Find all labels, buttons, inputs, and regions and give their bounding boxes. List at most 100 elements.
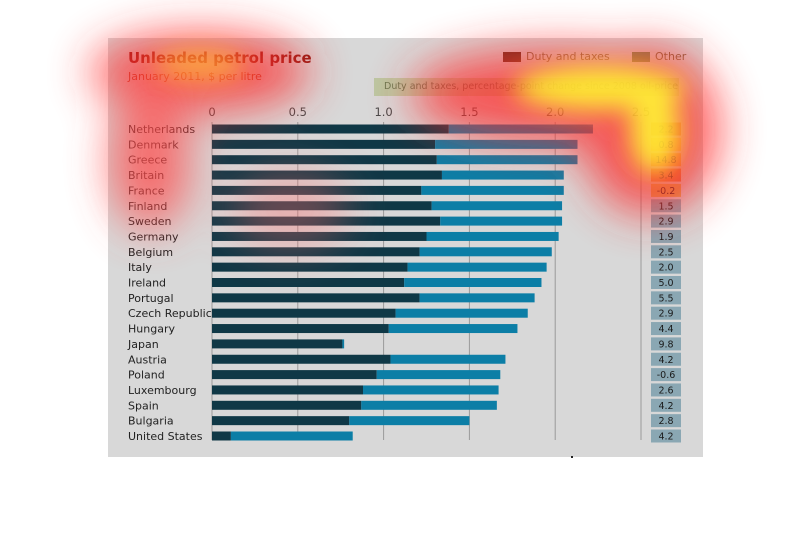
right-value-box-10 [651, 276, 681, 289]
category-label-16: Poland [128, 369, 165, 382]
bar-other-15 [390, 354, 506, 364]
bar-other-19 [349, 416, 470, 426]
bar-duty-15 [212, 354, 391, 364]
category-label-19: Bulgaria [128, 415, 174, 428]
bar-other-14 [342, 339, 345, 349]
bar-duty-13 [212, 324, 389, 334]
right-value-15: 4.2 [658, 355, 673, 366]
x-tick-label-4: 2.0 [546, 105, 564, 119]
bar-duty-10 [212, 278, 405, 287]
x-tick-labels: 0 0.5 1.0 1.5 2.0 2.5 [208, 105, 650, 119]
right-value-box-18 [651, 398, 681, 412]
bar-duty-11 [212, 293, 420, 303]
right-value-8: 2.5 [658, 247, 673, 258]
bar-duty-12 [212, 308, 396, 318]
bar-duty-4 [212, 185, 422, 195]
right-value-6: 2.9 [658, 217, 673, 228]
right-value-5: 1.5 [658, 201, 673, 212]
category-label-3: Britain [128, 169, 164, 182]
right-value-box-16 [651, 368, 681, 382]
category-label-2: Greece [128, 154, 167, 167]
bar-duty-9 [212, 262, 408, 272]
bar-other-13 [388, 324, 518, 334]
right-value-box-8 [651, 245, 681, 259]
right-value-16: -0.6 [657, 370, 676, 381]
category-label-0: Netherlands [128, 123, 195, 136]
category-label-10: Ireland [128, 277, 166, 290]
bar-duty-17 [212, 385, 364, 395]
right-value-box-20 [651, 429, 681, 443]
category-label-9: Italy [128, 261, 152, 274]
right-value-17: 2.6 [658, 385, 673, 396]
category-label-20: United States [128, 430, 203, 443]
right-value-box-6 [651, 214, 681, 228]
bars [212, 124, 593, 441]
x-tick-label-2: 1.0 [374, 105, 392, 119]
right-value-13: 4.4 [658, 324, 673, 335]
category-label-1: Denmark [128, 138, 179, 151]
category-label-5: Finland [128, 200, 167, 213]
right-value-11: 5.5 [658, 293, 673, 304]
bar-other-1 [435, 139, 578, 149]
category-labels: Netherlands Denmark Greece Britain France Fin… [127, 123, 212, 443]
right-value-9: 2.0 [658, 263, 673, 274]
right-value-19: 2.8 [658, 416, 673, 427]
right-value-14: 9.8 [658, 339, 673, 350]
right-value-18: 4.2 [658, 401, 673, 412]
bar-duty-19 [212, 416, 350, 426]
bar-other-12 [395, 308, 528, 318]
bar-duty-16 [212, 370, 377, 380]
bar-other-20 [230, 431, 353, 441]
right-value-1: 0.8 [658, 140, 673, 151]
right-value-3: 3.4 [658, 171, 673, 182]
category-label-7: Germany [128, 230, 179, 243]
right-value-box-7 [651, 229, 681, 243]
bar-other-16 [376, 370, 501, 380]
bar-duty-2 [212, 155, 437, 165]
bar-other-10 [404, 278, 542, 287]
bar-other-4 [421, 185, 564, 195]
bar-duty-20 [212, 431, 231, 441]
category-label-12: Czech Republic [128, 307, 212, 320]
category-label-4: France [128, 184, 165, 197]
bar-duty-3 [212, 170, 442, 180]
bar-duty-0 [212, 124, 449, 134]
category-label-17: Luxembourg [128, 384, 197, 397]
x-tick-label-3: 1.5 [460, 105, 478, 119]
category-label-6: Sweden [128, 215, 171, 228]
x-tick-label-5: 2.5 [632, 105, 650, 119]
right-value-box-12 [651, 306, 681, 320]
right-value-2: 14.8 [655, 155, 676, 166]
category-label-14: Japan [127, 338, 159, 351]
right-value-box-13 [651, 322, 681, 336]
bar-duty-14 [212, 339, 343, 349]
bar-other-9 [407, 262, 547, 272]
bar-duty-6 [212, 216, 441, 226]
bar-duty-1 [212, 139, 436, 149]
right-value-box-11 [651, 291, 681, 305]
bar-other-5 [431, 201, 563, 211]
right-value-10: 5.0 [658, 278, 673, 289]
bar-duty-18 [212, 400, 362, 410]
bar-other-8 [419, 247, 552, 257]
stray-mark [571, 456, 573, 458]
bar-other-2 [436, 155, 578, 165]
bar-duty-8 [212, 247, 420, 257]
category-label-13: Hungary [128, 323, 175, 336]
right-value-box-17 [651, 383, 681, 397]
bar-other-11 [419, 293, 535, 303]
right-value-7: 1.9 [658, 232, 673, 243]
bar-other-3 [441, 170, 564, 180]
category-label-8: Belgium [128, 246, 173, 259]
bar-other-6 [440, 216, 563, 226]
category-label-18: Spain [128, 399, 159, 412]
right-value-box-9 [651, 260, 681, 274]
bar-duty-7 [212, 231, 427, 241]
right-value-0: 2.2 [658, 125, 673, 136]
x-tick-label-0: 0 [208, 105, 215, 119]
right-value-box-15 [651, 352, 681, 366]
x-tick-label-1: 0.5 [289, 105, 307, 119]
bar-other-17 [363, 385, 499, 395]
right-value-box-14 [651, 337, 681, 351]
